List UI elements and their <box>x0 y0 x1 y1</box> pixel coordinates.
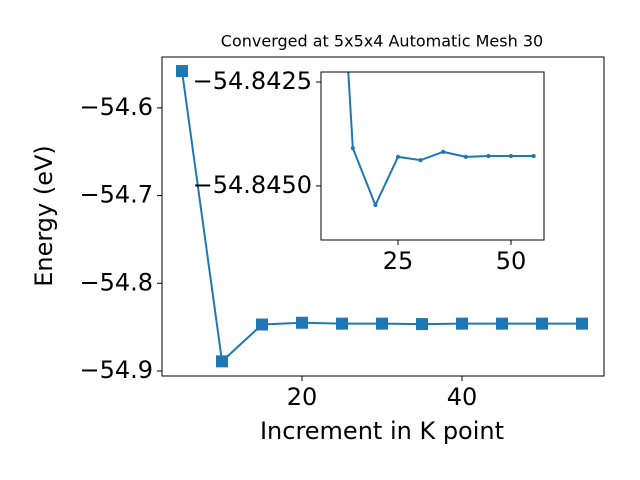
x-tick-label: 20 <box>287 383 318 411</box>
point <box>296 316 308 329</box>
x-axis-label: Increment in K point <box>260 417 504 445</box>
point <box>486 153 491 159</box>
plot-clip <box>176 65 588 368</box>
point <box>216 355 228 368</box>
y-axis-label: Energy (eV) <box>30 145 58 287</box>
y-tick-label: −54.7 <box>79 181 153 209</box>
axes-frame <box>320 71 545 241</box>
y-tick-label: −54.8425 <box>193 67 312 95</box>
point <box>496 317 508 330</box>
y-tick-label: −54.8 <box>79 268 153 296</box>
axes-frame <box>161 56 605 377</box>
point <box>336 317 348 330</box>
point <box>536 317 548 330</box>
chart-title: Converged at 5x5x4 Automatic Mesh 30 <box>221 32 543 51</box>
series-line <box>347 72 534 208</box>
point <box>576 317 588 330</box>
point <box>176 65 188 78</box>
point <box>373 202 378 208</box>
y-tick-label: −54.9 <box>79 356 153 384</box>
point <box>456 317 468 330</box>
x-tick-label: 50 <box>496 247 527 275</box>
point <box>441 149 446 154</box>
y-tick-label: −54.6 <box>79 93 153 121</box>
plot-clip <box>347 72 536 208</box>
x-tick-label: 25 <box>383 247 414 275</box>
point <box>508 153 514 159</box>
point <box>531 153 536 159</box>
x-tick-label: 40 <box>447 383 478 411</box>
point <box>395 154 401 159</box>
point <box>376 317 388 330</box>
y-tick-label: −54.8450 <box>193 171 312 199</box>
point <box>463 154 468 159</box>
point <box>416 318 428 331</box>
point <box>256 318 268 331</box>
point <box>350 145 355 151</box>
point <box>418 158 423 163</box>
